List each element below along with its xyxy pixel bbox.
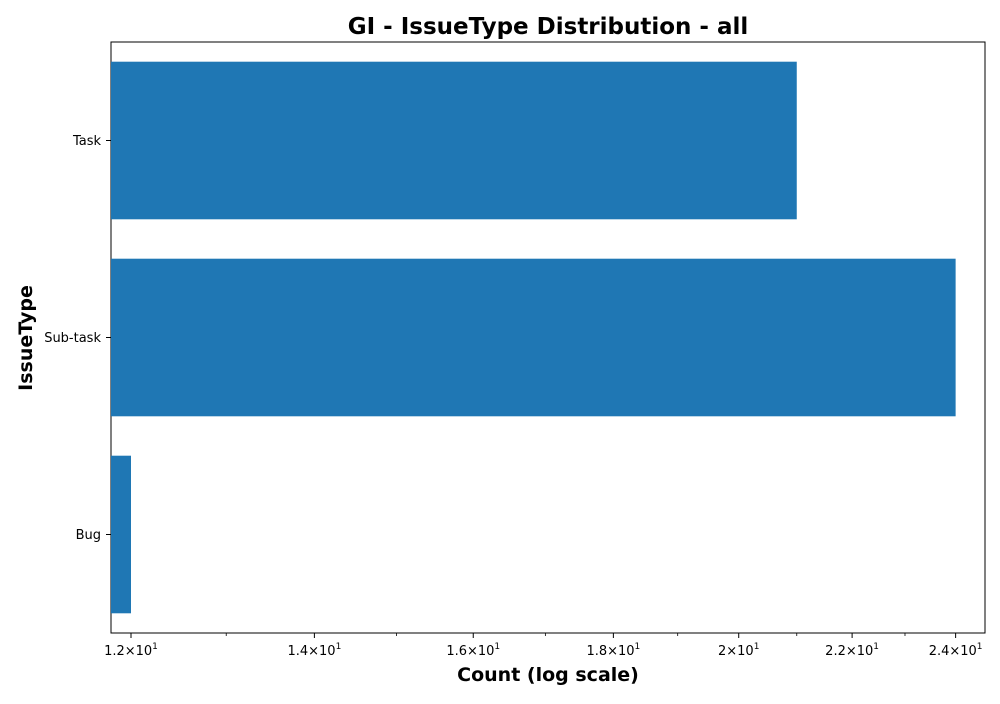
x-tick-label: 1.6×101 — [446, 642, 500, 659]
x-axis: 1.2×101 1.4×101 1.6×101 1.8×101 2×101 2.2×101… — [104, 633, 983, 659]
y-tick-label: Task — [72, 134, 102, 149]
y-axis-label: IssueType — [15, 285, 37, 391]
x-tick-label: 1.2×101 — [104, 642, 158, 659]
x-tick-label: 2×101 — [718, 642, 759, 659]
x-tick-label: 1.8×101 — [586, 642, 640, 659]
bars-layer — [111, 61, 956, 614]
bar-task — [111, 61, 797, 220]
x-axis-label: Count (log scale) — [457, 664, 639, 686]
x-tick-label: 1.4×101 — [287, 642, 341, 659]
chart-title: GI - IssueType Distribution - all — [348, 14, 749, 40]
y-axis: Task Sub-task Bug — [44, 134, 111, 543]
x-tick-label: 2.2×101 — [825, 642, 879, 659]
x-tick-label: 2.4×101 — [929, 642, 983, 659]
y-tick-label: Sub-task — [44, 331, 101, 346]
y-tick-label: Bug — [76, 528, 101, 543]
bar-sub-task — [111, 258, 956, 417]
bar-bug — [111, 455, 131, 614]
